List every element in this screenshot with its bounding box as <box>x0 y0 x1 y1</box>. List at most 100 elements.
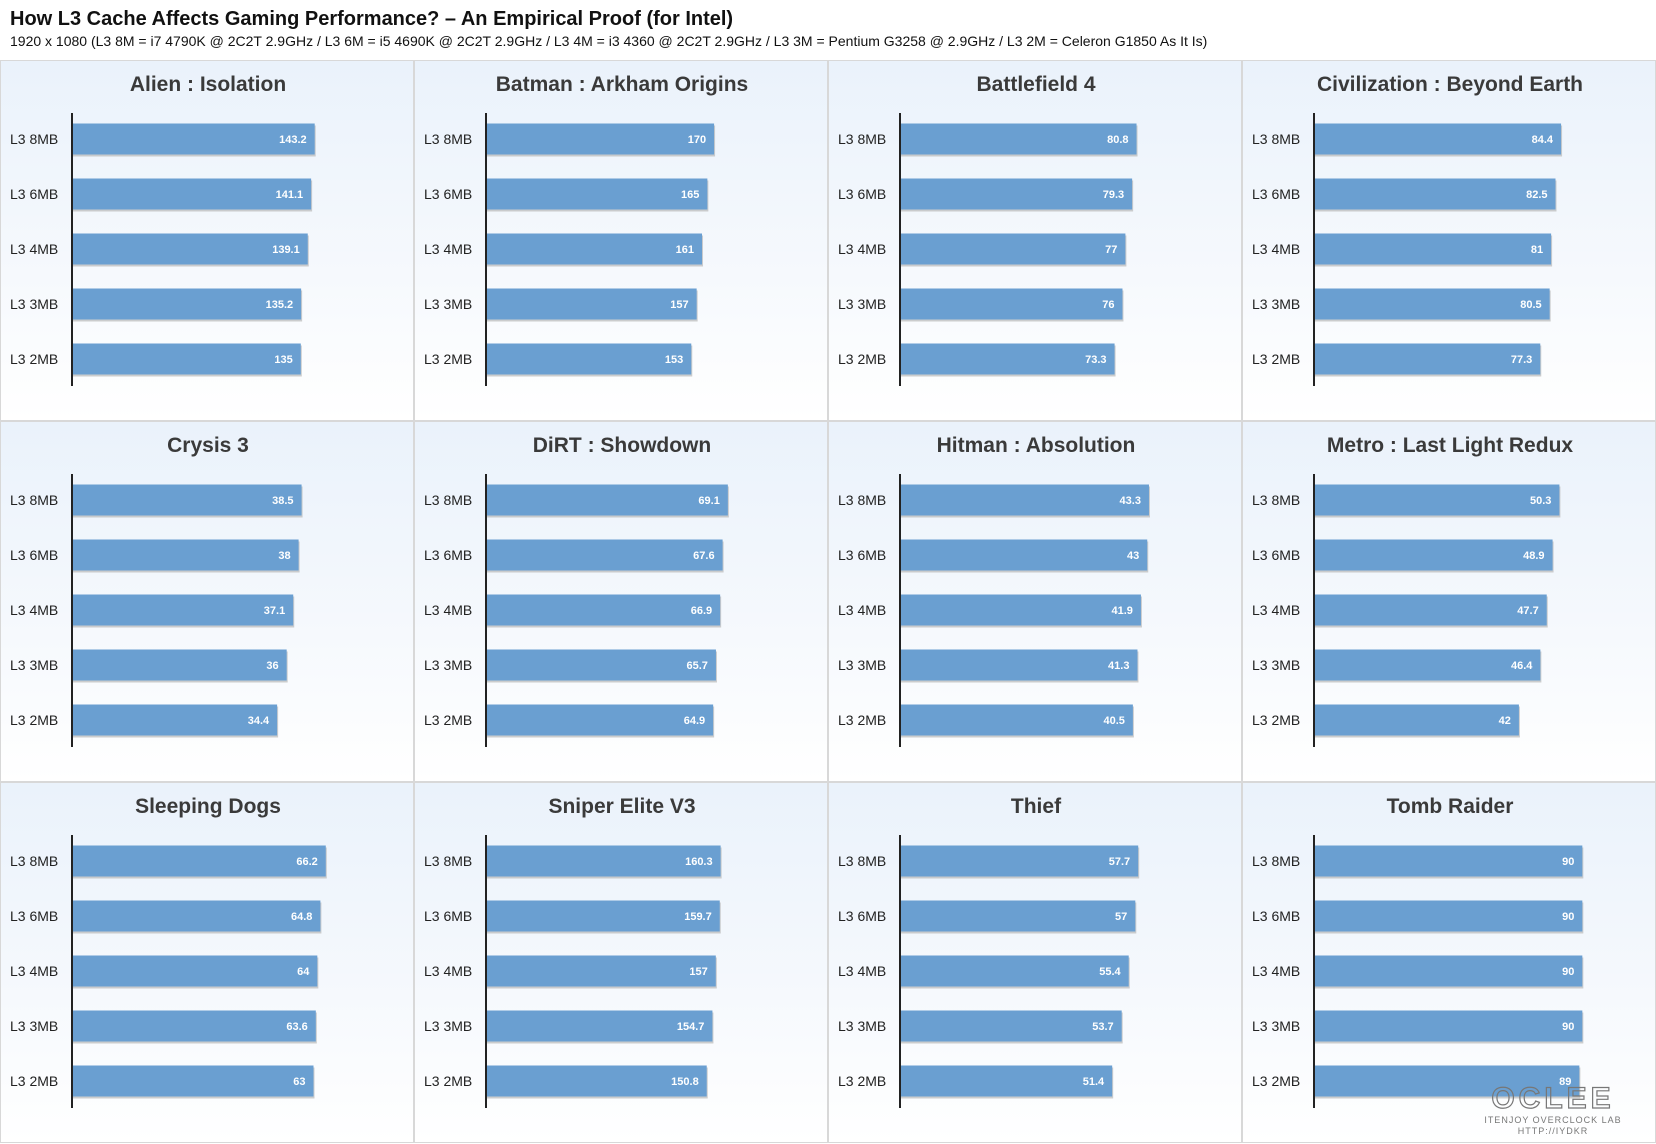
chart-title: Batman : Arkham Origins <box>496 73 748 96</box>
category-label: L3 2MB <box>838 1073 886 1089</box>
data-label: 143.2 <box>279 134 307 146</box>
data-label: 53.7 <box>1092 1021 1113 1033</box>
category-label: L3 8MB <box>838 131 886 147</box>
data-label: 154.7 <box>677 1021 705 1033</box>
category-label: L3 4MB <box>10 241 58 257</box>
category-label: L3 6MB <box>838 186 886 202</box>
category-label: L3 4MB <box>838 602 886 618</box>
bar <box>486 900 720 932</box>
data-label: 43 <box>1127 550 1139 562</box>
data-label: 141.1 <box>276 189 304 201</box>
data-label: 150.8 <box>671 1076 699 1088</box>
data-label: 38 <box>278 550 290 562</box>
bar <box>72 845 326 877</box>
data-label: 64.8 <box>291 911 312 923</box>
data-label: 46.4 <box>1511 660 1533 672</box>
category-label: L3 3MB <box>10 657 58 673</box>
bar <box>1314 955 1583 987</box>
bar <box>72 955 318 987</box>
bar <box>900 1010 1122 1042</box>
category-label: L3 8MB <box>10 131 58 147</box>
category-label: L3 6MB <box>424 908 472 924</box>
category-label: L3 2MB <box>424 712 472 728</box>
bar <box>1314 178 1556 210</box>
data-label: 159.7 <box>684 911 712 923</box>
bar <box>900 484 1149 516</box>
category-label: L3 6MB <box>10 547 58 563</box>
header: How L3 Cache Affects Gaming Performance?… <box>10 6 1650 50</box>
bar <box>900 233 1126 265</box>
bar <box>1314 484 1560 516</box>
chart-title: Alien : Isolation <box>130 73 286 96</box>
category-label: L3 4MB <box>424 602 472 618</box>
category-label: L3 2MB <box>10 712 58 728</box>
chart-svg: Crysis 3 L3 8MB 38.5 L3 6MB 38 L3 4MB 37.1 L3 3… <box>10 434 303 747</box>
chart-title: Metro : Last Light Redux <box>1327 434 1573 457</box>
bar <box>900 900 1136 932</box>
data-label: 89 <box>1559 1076 1571 1088</box>
data-label: 63 <box>293 1076 305 1088</box>
chart-svg: Thief L3 8MB 57.7 L3 6MB 57 L3 4MB 55.4 L3 3MB 5… <box>838 795 1140 1108</box>
category-label: L3 2MB <box>1252 351 1300 367</box>
category-label: L3 6MB <box>1252 186 1300 202</box>
bar <box>486 649 716 681</box>
watermark-line2: HTTP://IYDKR <box>1518 1126 1589 1136</box>
data-label: 41.3 <box>1108 660 1129 672</box>
data-label: 41.9 <box>1112 605 1133 617</box>
chart-title: Thief <box>1011 795 1062 818</box>
data-label: 38.5 <box>272 495 293 507</box>
data-label: 73.3 <box>1085 354 1106 366</box>
category-label: L3 4MB <box>1252 963 1300 979</box>
bar <box>72 1065 314 1097</box>
category-label: L3 6MB <box>10 908 58 924</box>
bar <box>72 343 301 375</box>
category-label: L3 2MB <box>10 1073 58 1089</box>
category-label: L3 8MB <box>838 853 886 869</box>
chart-title: Battlefield 4 <box>976 73 1095 96</box>
data-label: 76 <box>1102 299 1114 311</box>
bar <box>1314 123 1562 155</box>
bar <box>900 845 1139 877</box>
chart-panel: Metro : Last Light Redux L3 8MB 50.3 L3 6MB… <box>1242 421 1656 782</box>
data-label: 57.7 <box>1109 856 1130 868</box>
category-label: L3 3MB <box>1252 296 1300 312</box>
chart-svg: DiRT : Showdown L3 8MB 69.1 L3 6MB 67.6 L3 4M… <box>424 434 729 747</box>
chart-panel: Alien : Isolation L3 8MB 143.2 L3 6MB 141.1 L… <box>0 60 414 421</box>
bar <box>1314 233 1552 265</box>
category-label: L3 6MB <box>10 186 58 202</box>
data-label: 66.9 <box>691 605 712 617</box>
chart-svg: Battlefield 4 L3 8MB 80.8 L3 6MB 79.3 L3 4MB 7… <box>838 73 1138 386</box>
watermark-logo: OCLEE ITENJOY OVERCLOCK LAB HTTP://IYDKR <box>1484 1081 1620 1136</box>
data-label: 80.5 <box>1520 299 1541 311</box>
category-label: L3 2MB <box>838 351 886 367</box>
bar <box>1314 594 1547 626</box>
category-label: L3 3MB <box>424 296 472 312</box>
data-label: 170 <box>688 134 706 146</box>
bar <box>900 649 1138 681</box>
data-label: 160.3 <box>685 856 713 868</box>
chart-panel: Crysis 3 L3 8MB 38.5 L3 6MB 38 L3 4MB 37.1 L3 3… <box>0 421 414 782</box>
category-label: L3 3MB <box>1252 657 1300 673</box>
category-label: L3 2MB <box>424 1073 472 1089</box>
data-label: 157 <box>670 299 688 311</box>
data-label: 153 <box>665 354 683 366</box>
data-label: 36 <box>266 660 278 672</box>
chart-grid: Alien : Isolation L3 8MB 143.2 L3 6MB 141.1 L… <box>0 60 1656 1144</box>
category-label: L3 6MB <box>1252 547 1300 563</box>
data-label: 69.1 <box>698 495 719 507</box>
category-label: L3 4MB <box>838 241 886 257</box>
category-label: L3 3MB <box>424 657 472 673</box>
bar <box>900 288 1123 320</box>
bar <box>900 123 1137 155</box>
data-label: 64 <box>297 966 310 978</box>
data-label: 90 <box>1562 966 1574 978</box>
bar <box>1314 1065 1580 1097</box>
bar <box>1314 539 1553 571</box>
data-label: 51.4 <box>1083 1076 1105 1088</box>
chart-panel: Thief L3 8MB 57.7 L3 6MB 57 L3 4MB 55.4 L3 3MB 5… <box>828 782 1242 1143</box>
bar <box>1314 845 1583 877</box>
watermark-logo-text: OCLEE <box>1491 1082 1614 1115</box>
category-label: L3 8MB <box>1252 492 1300 508</box>
data-label: 80.8 <box>1107 134 1128 146</box>
chart-panel: Batman : Arkham Origins L3 8MB 170 L3 6MB 16… <box>414 60 828 421</box>
